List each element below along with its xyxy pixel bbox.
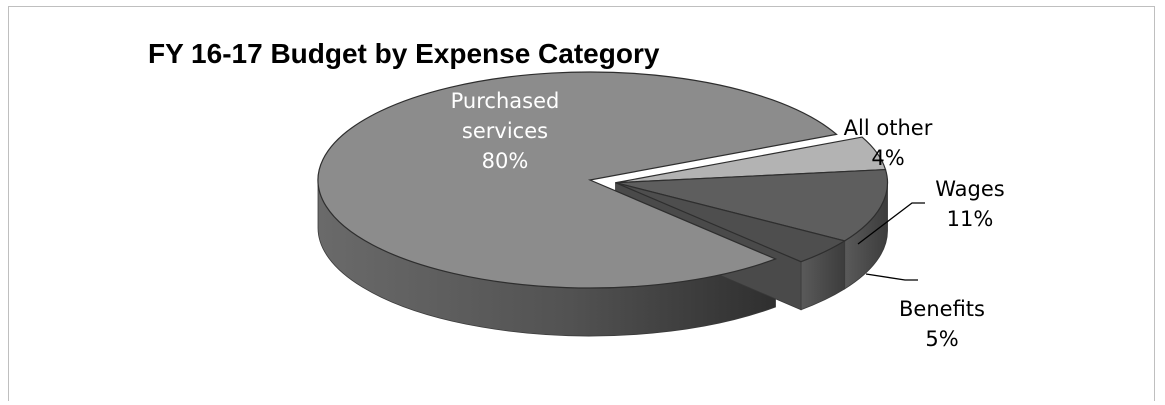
- label-text-benefits: Benefits: [899, 297, 985, 321]
- slice-purchased-services: [317, 71, 838, 289]
- label-all-other: All other 4%: [844, 116, 933, 170]
- label-value-benefits: 5%: [925, 327, 958, 351]
- leader-line-wages: [857, 202, 925, 245]
- chart-title: FY 16-17 Budget by Expense Category: [148, 38, 660, 69]
- label-value-wages: 11%: [947, 207, 994, 231]
- label-wages: Wages 11%: [935, 177, 1004, 231]
- label-value-purchased-services: 80%: [482, 149, 529, 173]
- leader-line-benefits: [865, 273, 918, 281]
- label-purchased-services: Purchased services 80%: [451, 89, 560, 173]
- label-text-wages: Wages: [935, 177, 1004, 201]
- label-benefits: Benefits 5%: [899, 297, 985, 351]
- label-text-purchased-services: services: [462, 119, 548, 143]
- slice-all-other: [615, 182, 847, 263]
- label-text-all-other: All other: [844, 116, 933, 140]
- label-value-all-other: 4%: [871, 146, 904, 170]
- slice-wages: [615, 168, 889, 242]
- label-text-purchased-services: Purchased: [451, 89, 560, 113]
